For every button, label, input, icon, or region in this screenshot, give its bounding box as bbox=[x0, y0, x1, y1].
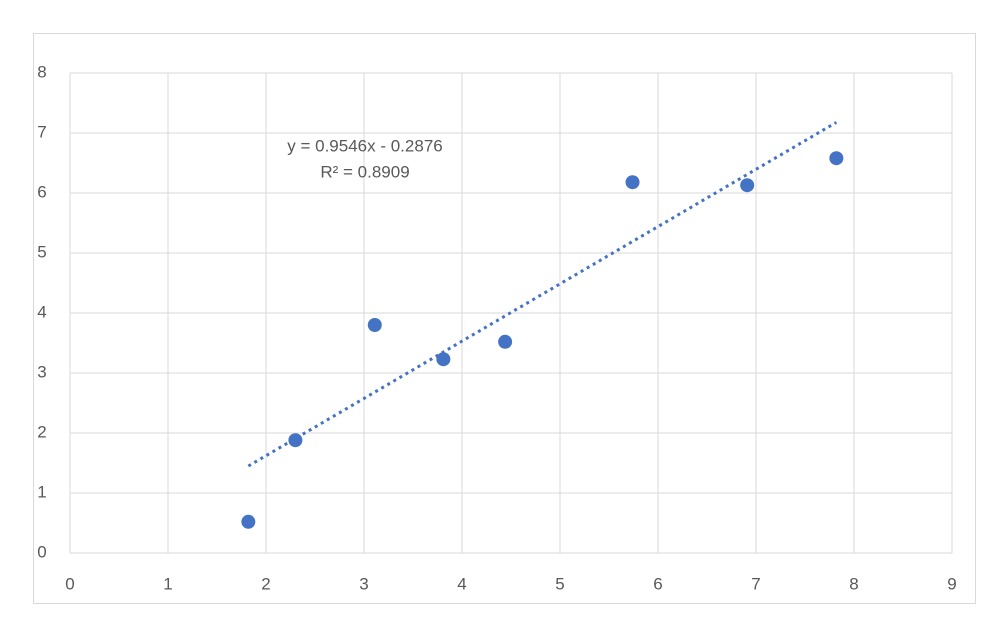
y-tick-label: 2 bbox=[37, 422, 46, 441]
x-tick-label: 5 bbox=[555, 574, 564, 593]
y-tick-label: 5 bbox=[37, 242, 46, 261]
y-tick-label: 1 bbox=[37, 482, 46, 501]
data-point bbox=[367, 318, 382, 332]
trendline-equation: y = 0.9546x - 0.2876 bbox=[287, 136, 442, 155]
x-tick-label: 6 bbox=[653, 574, 662, 593]
y-tick-label: 4 bbox=[37, 302, 46, 321]
x-tick-label: 0 bbox=[65, 574, 74, 593]
y-tick-label: 7 bbox=[37, 122, 46, 141]
x-tick-label: 2 bbox=[261, 574, 270, 593]
y-tick-label: 0 bbox=[37, 542, 46, 561]
data-point bbox=[436, 352, 451, 367]
y-tick-label: 8 bbox=[37, 62, 46, 81]
x-tick-label: 9 bbox=[947, 574, 956, 593]
data-point bbox=[241, 514, 256, 529]
trendline-r2: R² = 0.8909 bbox=[320, 162, 409, 181]
x-tick-label: 4 bbox=[457, 574, 466, 593]
data-point bbox=[740, 178, 755, 193]
x-tick-label: 8 bbox=[849, 574, 858, 593]
data-point bbox=[498, 334, 513, 349]
x-tick-label: 3 bbox=[359, 574, 368, 593]
x-tick-label: 1 bbox=[163, 574, 172, 593]
x-tick-label: 7 bbox=[751, 574, 760, 593]
trendline bbox=[247, 121, 838, 468]
data-point bbox=[288, 433, 303, 448]
y-tick-label: 3 bbox=[37, 362, 46, 381]
data-point bbox=[625, 175, 640, 190]
data-point bbox=[829, 151, 844, 166]
y-tick-label: 6 bbox=[37, 182, 46, 201]
chart-border bbox=[33, 33, 976, 604]
